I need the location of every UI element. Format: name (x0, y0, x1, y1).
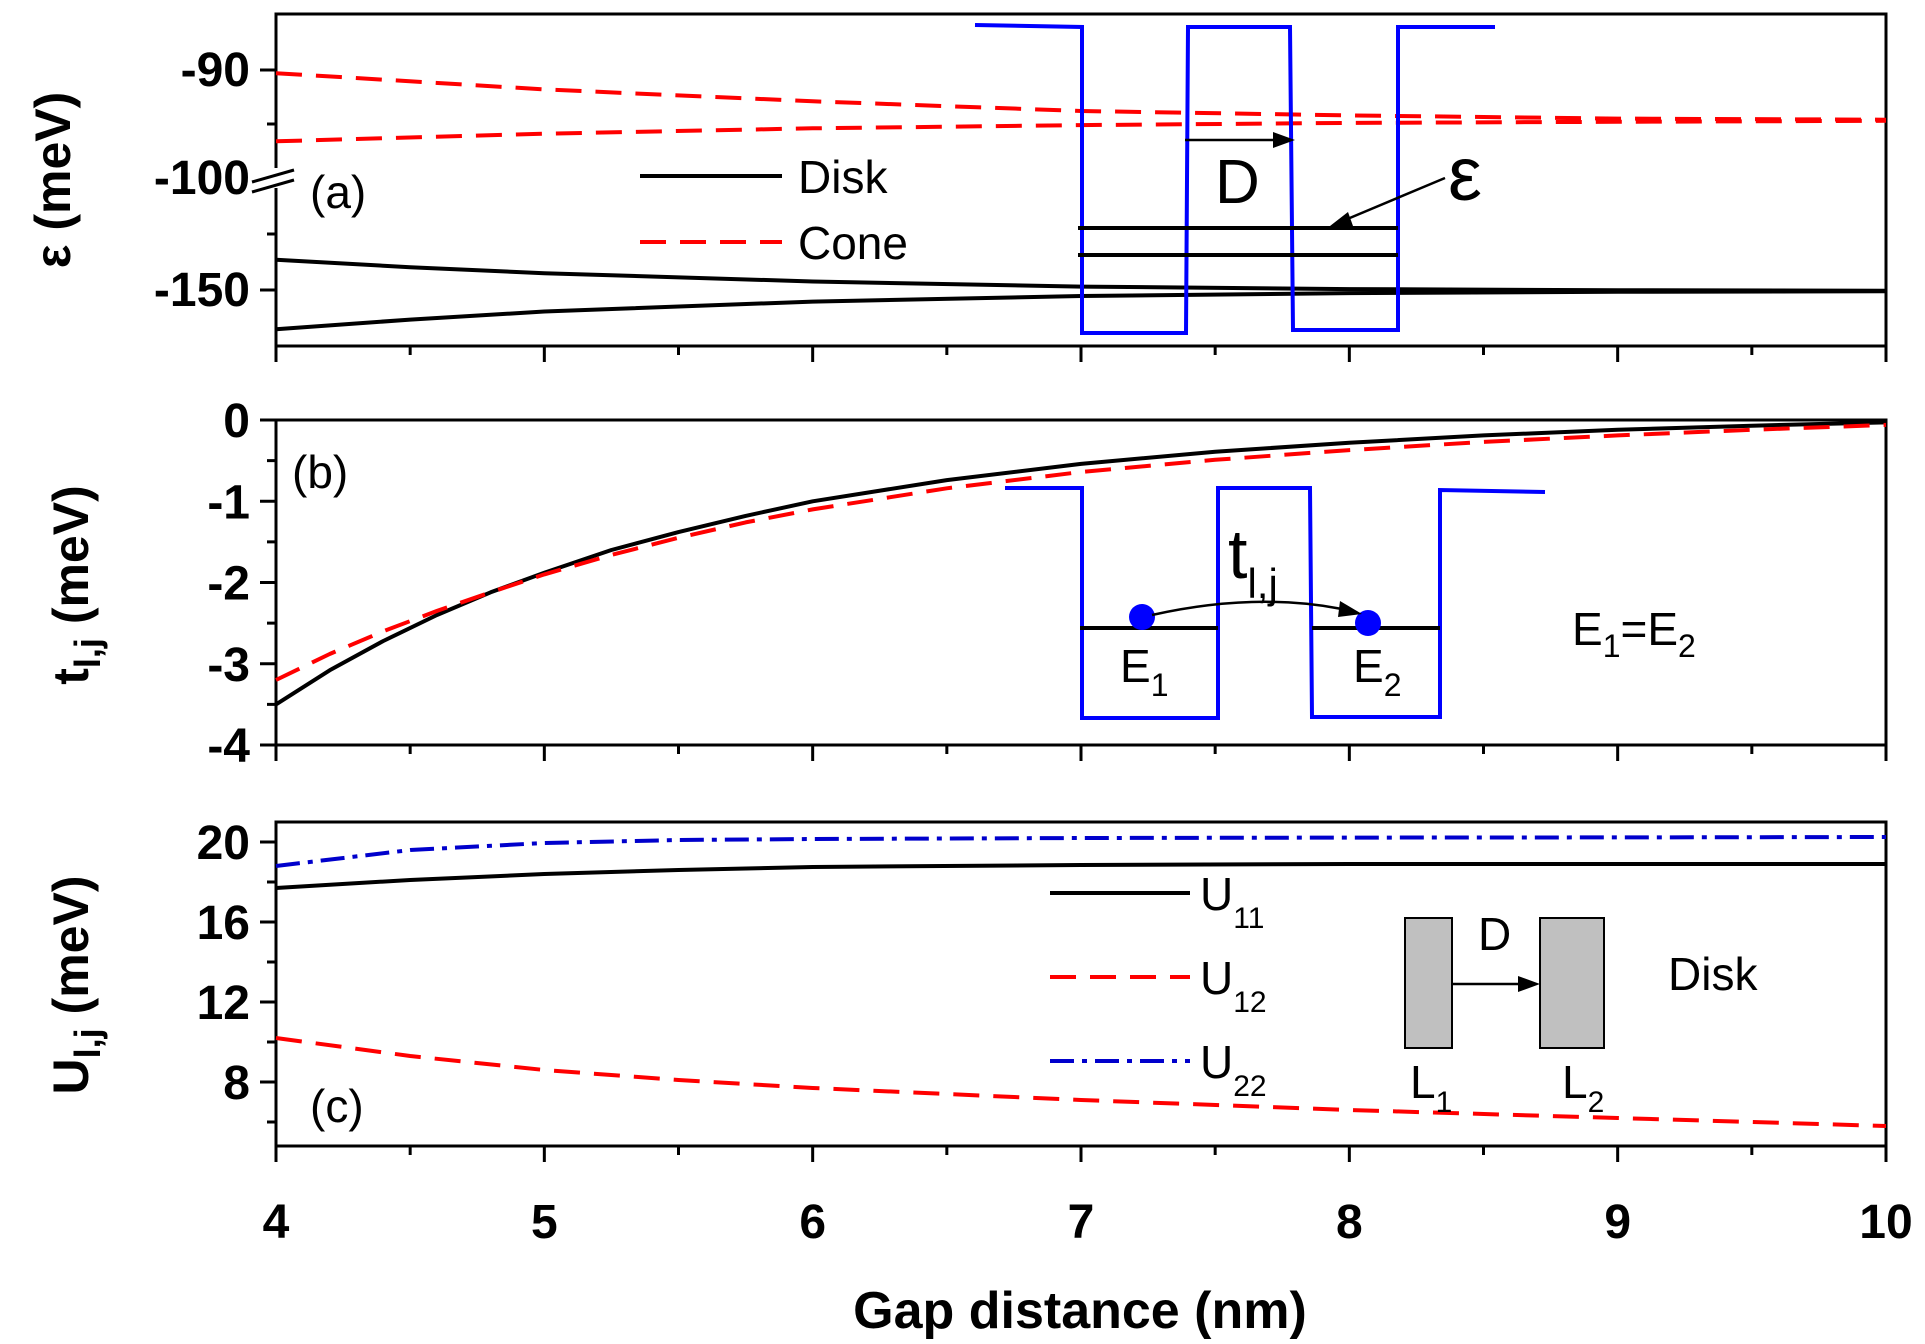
series-line-disk (275, 289, 1887, 332)
panel-c-label: (c) (310, 1080, 364, 1132)
panel-a-legend: Disk Cone (640, 151, 908, 269)
double-well-potential (1005, 486, 1546, 720)
x-tick-label: 6 (799, 1196, 826, 1249)
panel-b-inset: tl,j E1 E2 (1005, 486, 1546, 720)
y-tick-label: 8 (223, 1057, 250, 1110)
panel-a: -90 -100 -150 ε (meV) (a) Disk Cone D (25, 12, 1888, 362)
panel-b-series (274, 420, 1887, 707)
panel-a-inset: D ε (974, 23, 1495, 335)
panel-a-ytick-label: -150 (154, 264, 250, 317)
x-tick-label: 7 (1068, 1196, 1095, 1249)
arrow-head-icon (1330, 212, 1353, 226)
legend-label-cone: Cone (798, 217, 908, 269)
panel-c-inset: D Disk L1 L2 (1404, 908, 1758, 1119)
x-axis-title: Gap distance (nm) (853, 1282, 1307, 1340)
particle-left (1129, 604, 1155, 630)
x-tick-label: 4 (263, 1196, 290, 1249)
legend-label-u12: U12 (1200, 952, 1267, 1019)
disk-left (1404, 917, 1453, 1049)
double-well-potential (974, 23, 1495, 335)
x-axis-tick-labels: 4 5 6 7 8 9 10 (263, 1196, 1913, 1249)
legend-label-u11: U11 (1200, 868, 1264, 935)
inset-level-left-label: E1 (1120, 640, 1168, 703)
hopping-arrow (1151, 600, 1343, 617)
series-line-cone (275, 422, 1887, 682)
y-tick-label: 20 (197, 817, 250, 870)
panel-b-label: (b) (292, 446, 348, 498)
panel-b-ylabel: tl,j (meV) (43, 485, 108, 684)
y-tick-label: 0 (223, 395, 250, 448)
y-tick-label: 16 (197, 897, 250, 950)
legend-label-disk: Disk (798, 151, 888, 203)
panel-c-ticks (260, 840, 1888, 1162)
panel-b-ytick-labels: 0 -1 -2 -3 -4 (207, 395, 250, 773)
panel-a-ytick-label: -100 (154, 152, 250, 205)
panel-c-ytick-labels: 20 16 12 8 (197, 817, 250, 1110)
inset-distance-label: D (1215, 148, 1260, 217)
inset-level-right-label: E2 (1353, 640, 1401, 703)
y-tick-label: -2 (207, 558, 250, 611)
panel-c-frame (274, 820, 1888, 1148)
y-tick-label: -4 (207, 720, 250, 773)
panel-a-ylabel: ε (meV) (25, 92, 81, 269)
particle-right (1355, 610, 1381, 636)
panel-a-label: (a) (310, 166, 366, 218)
axis-break-icon (250, 168, 296, 194)
panel-a-ticks (260, 68, 1888, 362)
y-tick-label: -3 (207, 639, 250, 692)
series-line-u22 (275, 835, 1887, 868)
panel-b-ticks (260, 418, 1888, 761)
inset-left-disk-label: L1 (1410, 1056, 1452, 1119)
panel-c-legend: U11 U12 U22 (1050, 868, 1267, 1103)
inset-right-disk-label: L2 (1562, 1056, 1604, 1119)
panel-b-annotation: E1=E2 (1572, 603, 1696, 664)
inset-hopping-label: tl,j (1228, 515, 1278, 607)
x-tick-label: 8 (1336, 1196, 1363, 1249)
y-tick-label: 12 (197, 977, 250, 1030)
series-line-u11 (275, 862, 1886, 890)
panel-c-ylabel: Ul,j (meV) (43, 876, 108, 1095)
x-tick-label: 5 (531, 1196, 558, 1249)
x-tick-label: 10 (1859, 1196, 1912, 1249)
arrow-head-icon (1273, 132, 1295, 148)
panel-b: 0 -1 -2 -3 -4 tl,j (meV) (b) E1=E2 tl,j E1 E… (43, 395, 1888, 773)
panel-c: 20 16 12 8 Ul,j (meV) (c) U11 U12 U22 D Dis… (43, 817, 1888, 1162)
level-pointer-arrow (1344, 176, 1446, 222)
x-tick-label: 9 (1604, 1196, 1631, 1249)
legend-label-u22: U22 (1200, 1036, 1267, 1103)
inset-epsilon-label: ε (1448, 132, 1482, 217)
y-tick-label: -1 (207, 476, 250, 529)
arrow-head-icon (1338, 601, 1362, 617)
arrow-head-icon (1518, 976, 1540, 992)
inset-distance-label: D (1478, 908, 1511, 960)
series-line-u12 (275, 1036, 1887, 1128)
series-line-disk (274, 420, 1887, 707)
panel-a-ytick-label: -90 (181, 44, 250, 97)
disk-right (1539, 917, 1605, 1049)
inset-disk-caption: Disk (1668, 948, 1758, 1000)
panel-c-series (275, 835, 1887, 1128)
